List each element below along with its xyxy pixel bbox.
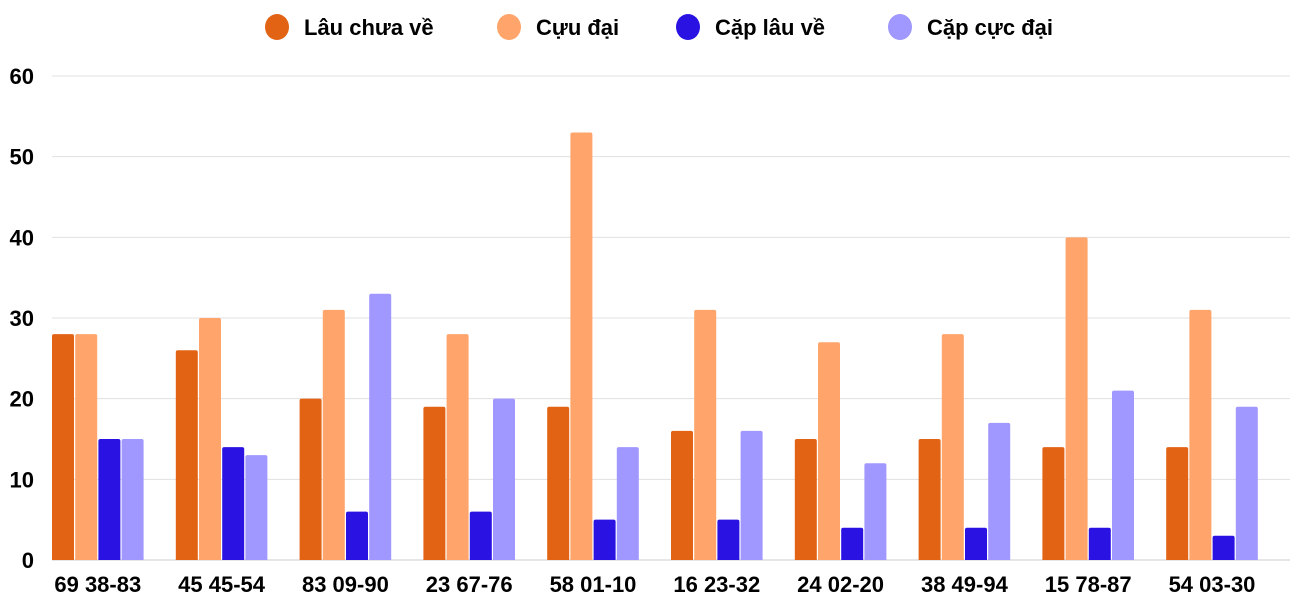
bar	[245, 455, 268, 560]
bar	[616, 447, 639, 560]
legend-item: Cặp lâu về	[676, 14, 825, 40]
bar	[841, 527, 864, 560]
y-tick-label: 20	[10, 387, 34, 412]
bar	[493, 398, 515, 560]
legend-item: Cặp cực đại	[888, 14, 1053, 40]
bar	[175, 350, 198, 560]
bar	[446, 334, 469, 560]
bar	[717, 519, 740, 560]
legend-item: Cựu đại	[497, 14, 619, 40]
legend-item: Lâu chưa về	[265, 14, 434, 40]
x-tick-label: 23 67-76	[426, 572, 513, 597]
bar	[75, 334, 98, 560]
bar	[671, 430, 693, 560]
bar	[547, 406, 570, 560]
y-tick-label: 30	[10, 306, 34, 331]
x-tick-label: 38 49-94	[921, 572, 1009, 597]
bar	[369, 293, 392, 560]
legend-swatch	[497, 14, 521, 40]
bar	[941, 334, 964, 560]
x-tick-label: 54 03-30	[1169, 572, 1256, 597]
bars	[52, 132, 1258, 561]
bar	[965, 527, 987, 560]
y-tick-label: 40	[10, 225, 34, 250]
bar	[299, 398, 322, 560]
bar	[794, 439, 817, 560]
bar	[1042, 447, 1065, 560]
bar	[864, 463, 887, 560]
x-tick-label: 16 23-32	[673, 572, 760, 597]
x-tick-label: 15 78-87	[1045, 572, 1132, 597]
bar	[570, 132, 593, 560]
x-tick-label: 24 02-20	[797, 572, 884, 597]
bar	[694, 309, 717, 560]
bar	[1065, 237, 1088, 561]
legend-label: Cặp lâu về	[715, 15, 825, 40]
bar	[121, 439, 144, 560]
bar	[988, 422, 1011, 560]
legend-label: Lâu chưa về	[304, 15, 434, 40]
bar	[1235, 406, 1258, 560]
bar	[322, 309, 345, 560]
bar	[1189, 309, 1212, 560]
bar	[52, 334, 74, 560]
y-tick-label: 10	[10, 467, 34, 492]
x-tick-label: 45 45-54	[178, 572, 266, 597]
y-axis: 0 10 20 30 40 50 60	[10, 64, 34, 573]
legend: Lâu chưa về Cựu đại Cặp lâu về Cặp cực đại	[265, 14, 1053, 40]
legend-swatch	[676, 14, 700, 40]
legend-label: Cựu đại	[536, 15, 619, 40]
x-axis: 69 38-83 45 45-54 83 09-90 23 67-76 58 01-10…	[54, 572, 1255, 597]
legend-swatch	[888, 14, 912, 40]
bar	[593, 519, 616, 560]
bar	[1088, 527, 1111, 560]
bar	[222, 447, 245, 560]
x-tick-label: 69 38-83	[54, 572, 141, 597]
bar	[199, 318, 221, 560]
bar	[818, 342, 840, 560]
bar	[1166, 447, 1189, 560]
legend-swatch	[265, 14, 289, 40]
bar	[346, 511, 368, 560]
bar	[1212, 535, 1235, 560]
bar	[98, 439, 121, 560]
y-tick-label: 0	[22, 548, 34, 573]
legend-label: Cặp cực đại	[927, 15, 1053, 40]
x-tick-label: 83 09-90	[302, 572, 389, 597]
y-tick-label: 60	[10, 64, 34, 89]
bar	[423, 406, 446, 560]
bar	[469, 511, 492, 560]
y-tick-label: 50	[10, 145, 34, 170]
bar	[1112, 390, 1134, 560]
x-tick-label: 58 01-10	[550, 572, 637, 597]
bar	[740, 430, 763, 560]
bar	[918, 439, 941, 560]
